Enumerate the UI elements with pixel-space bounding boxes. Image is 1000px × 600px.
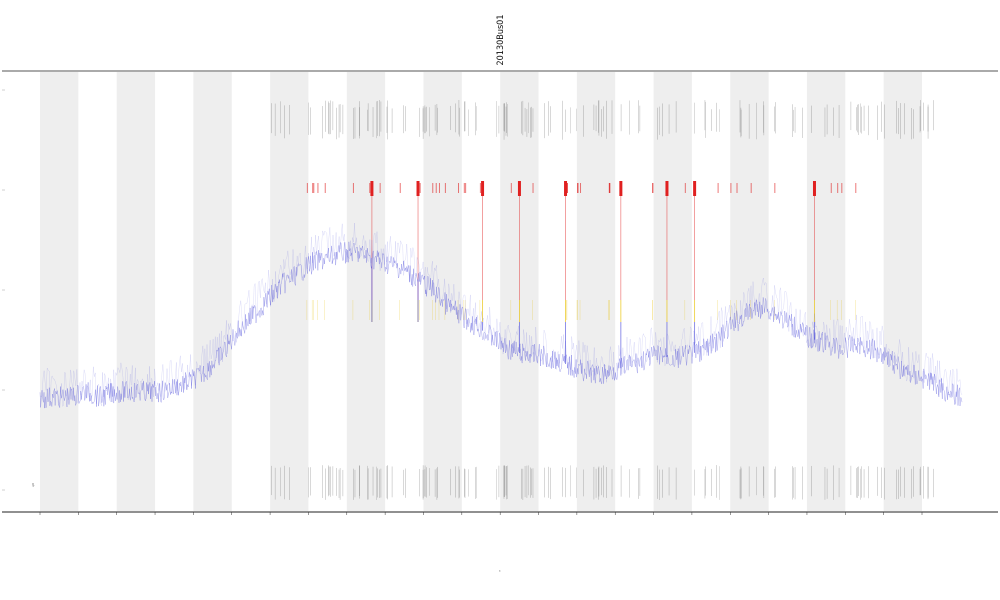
minor-red-32 [432,183,434,193]
minor-red-19 [479,183,481,193]
minor-red-3 [837,183,839,193]
minor-red-10 [369,183,371,193]
chart-title: 20130Bus01 [496,15,506,66]
x-axis-ticks [39,512,923,515]
minor-red-17 [730,183,732,193]
minor-red-30 [684,183,686,193]
series-secondary-line [39,222,963,407]
series-lines [39,222,963,409]
minor-red-9 [399,183,401,193]
x-axis-label: t [499,569,501,573]
spike-red-cap-0 [370,181,374,196]
minor-red-39 [419,183,421,193]
spike-red-cap-5 [619,181,623,196]
minor-red-27 [580,183,582,193]
minor-red-16 [841,183,843,193]
minor-red-18 [352,183,354,193]
shade-band-11 [883,72,922,511]
spike-red-cap-4 [564,181,568,196]
minor-red-34 [510,183,512,193]
minor-red-22 [609,183,611,193]
shaded-bands [40,72,922,511]
spike-red-cap-2 [481,181,485,196]
spike-layer [271,100,934,500]
minor-red-0 [577,183,579,193]
minor-red-5 [830,183,832,193]
minor-red-13 [312,183,314,193]
spike-red-cap-8 [812,181,816,196]
minor-red-14 [566,183,568,193]
minor-red-15 [465,183,467,193]
minor-red-36 [652,183,654,193]
shade-band-8 [653,72,692,511]
shade-band-2 [193,72,232,511]
series-main-line [39,241,963,409]
spike-red-cap-6 [665,181,669,196]
minor-red-26 [736,183,738,193]
minor-red-33 [438,183,440,193]
minor-red-28 [435,183,437,193]
minor-red-12 [750,183,752,193]
minor-red-7 [774,183,776,193]
shade-band-9 [730,72,769,511]
minor-red-6 [317,183,319,193]
shade-band-4 [346,72,386,511]
shade-band-7 [576,72,616,511]
minor-red-25 [324,183,326,193]
spike-red-cap-1 [416,181,420,196]
minor-red-11 [306,183,308,193]
spike-red-cap-7 [693,181,697,196]
minor-red-8 [855,183,857,193]
shade-band-5 [423,72,462,511]
shade-band-10 [806,72,846,511]
minor-red-31 [608,183,610,193]
legend-label: q0 [31,483,35,487]
shade-band-0 [40,72,79,511]
minor-red-23 [577,183,579,193]
minor-red-37 [379,183,381,193]
minor-red-4 [717,183,719,193]
minor-red-24 [458,183,460,193]
shade-band-3 [270,72,309,511]
minor-red-38 [313,183,315,193]
y-axis-ticks [2,89,5,491]
shade-band-1 [116,72,156,511]
minor-red-20 [463,183,465,193]
minor-red-35 [444,183,446,193]
minor-red-1 [532,183,534,193]
spike-red-cap-3 [517,181,521,196]
